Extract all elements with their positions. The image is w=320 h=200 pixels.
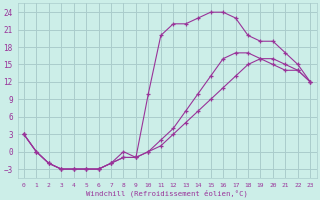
X-axis label: Windchill (Refroidissement éolien,°C): Windchill (Refroidissement éolien,°C) <box>86 189 248 197</box>
